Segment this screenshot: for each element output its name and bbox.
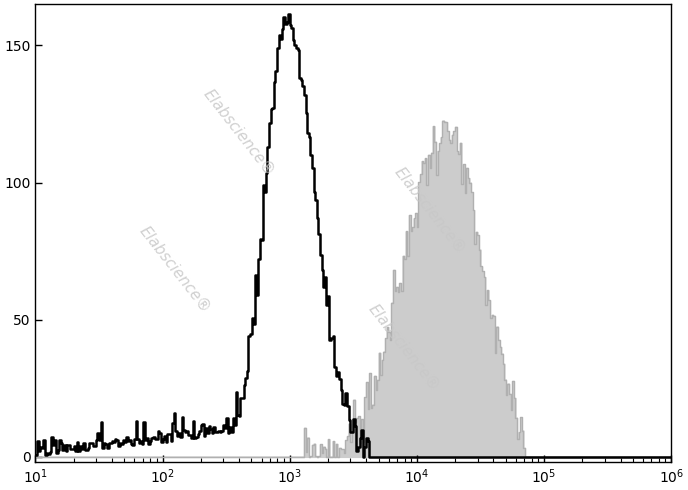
Text: Elabscience®: Elabscience® xyxy=(137,224,214,316)
Text: Elabscience®: Elabscience® xyxy=(200,86,277,179)
Text: Elabscience®: Elabscience® xyxy=(391,164,468,257)
Text: Elabscience®: Elabscience® xyxy=(366,302,442,394)
